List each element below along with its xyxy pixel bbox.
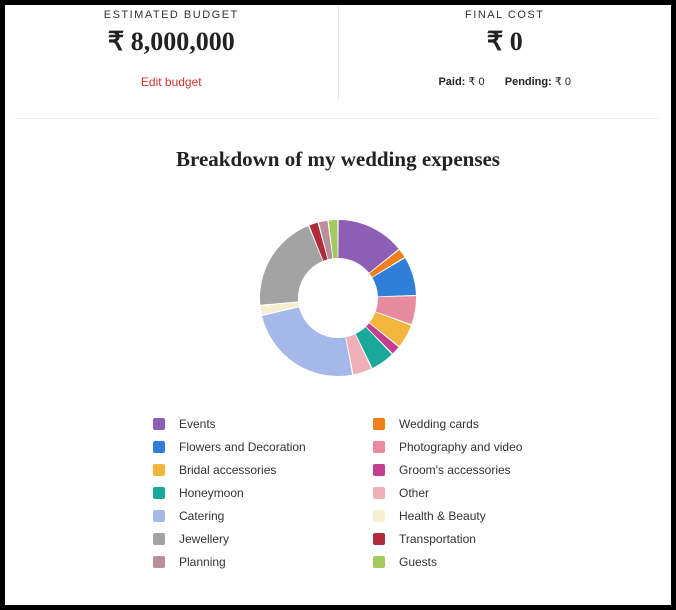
edit-budget-link[interactable]: Edit budget	[141, 75, 202, 89]
legend-item[interactable]: Planning	[153, 555, 373, 569]
legend-swatch	[153, 418, 165, 430]
legend-label: Groom's accessories	[399, 463, 511, 477]
estimated-budget-label: ESTIMATED BUDGET	[5, 9, 338, 21]
legend-item[interactable]: Catering	[153, 509, 373, 523]
legend-swatch	[373, 441, 385, 453]
legend-label: Flowers and Decoration	[179, 440, 306, 454]
legend-swatch	[373, 487, 385, 499]
legend-item[interactable]: Honeymoon	[153, 486, 373, 500]
legend-label: Wedding cards	[399, 417, 479, 431]
legend-swatch	[153, 487, 165, 499]
legend-label: Other	[399, 486, 429, 500]
final-cost-panel: FINAL COST ₹ 0 Paid: ₹ 0 Pending: ₹ 0	[339, 5, 672, 100]
legend-item[interactable]: Flowers and Decoration	[153, 440, 373, 454]
legend-item[interactable]: Guests	[373, 555, 593, 569]
legend-item[interactable]: Health & Beauty	[373, 509, 593, 523]
legend-item[interactable]: Events	[153, 417, 373, 431]
legend-swatch	[153, 441, 165, 453]
legend-item[interactable]: Other	[373, 486, 593, 500]
legend-label: Honeymoon	[179, 486, 244, 500]
legend-label: Jewellery	[179, 532, 229, 546]
final-cost-label: FINAL COST	[339, 9, 672, 21]
legend-label: Catering	[179, 509, 224, 523]
paid-pending-line: Paid: ₹ 0 Pending: ₹ 0	[339, 75, 672, 88]
estimated-budget-amount: ₹ 8,000,000	[5, 27, 338, 57]
legend-swatch	[373, 533, 385, 545]
summary-row: ESTIMATED BUDGET ₹ 8,000,000 Edit budget…	[5, 5, 671, 100]
legend-item[interactable]: Wedding cards	[373, 417, 593, 431]
paid-value: ₹ 0	[468, 76, 484, 88]
page-frame: ESTIMATED BUDGET ₹ 8,000,000 Edit budget…	[0, 0, 676, 610]
legend-swatch	[373, 510, 385, 522]
legend-item[interactable]: Jewellery	[153, 532, 373, 546]
breakdown-title: Breakdown of my wedding expenses	[5, 147, 671, 172]
final-cost-amount: ₹ 0	[339, 27, 672, 57]
legend-label: Transportation	[399, 532, 476, 546]
legend-swatch	[153, 464, 165, 476]
legend-swatch	[373, 418, 385, 430]
legend-swatch	[153, 510, 165, 522]
donut-chart-wrap	[5, 218, 671, 383]
legend-swatch	[373, 464, 385, 476]
legend-label: Bridal accessories	[179, 463, 276, 477]
legend-item[interactable]: Groom's accessories	[373, 463, 593, 477]
legend-item[interactable]: Photography and video	[373, 440, 593, 454]
section-divider	[15, 118, 661, 119]
estimated-budget-panel: ESTIMATED BUDGET ₹ 8,000,000 Edit budget	[5, 5, 339, 100]
paid-label: Paid:	[438, 76, 465, 88]
donut-slice[interactable]	[262, 307, 352, 376]
legend-label: Events	[179, 417, 216, 431]
pending-label: Pending:	[505, 76, 552, 88]
pending-value: ₹ 0	[555, 76, 571, 88]
legend-label: Guests	[399, 555, 437, 569]
donut-chart	[258, 218, 418, 378]
legend-swatch	[373, 556, 385, 568]
legend-label: Planning	[179, 555, 226, 569]
donut-slice[interactable]	[260, 226, 323, 305]
legend-label: Photography and video	[399, 440, 522, 454]
legend-label: Health & Beauty	[399, 509, 486, 523]
legend-item[interactable]: Bridal accessories	[153, 463, 373, 477]
legend-swatch	[153, 556, 165, 568]
legend-item[interactable]: Transportation	[373, 532, 593, 546]
legend: Events Wedding cards Flowers and Decoratio…	[153, 417, 671, 569]
legend-swatch	[153, 533, 165, 545]
